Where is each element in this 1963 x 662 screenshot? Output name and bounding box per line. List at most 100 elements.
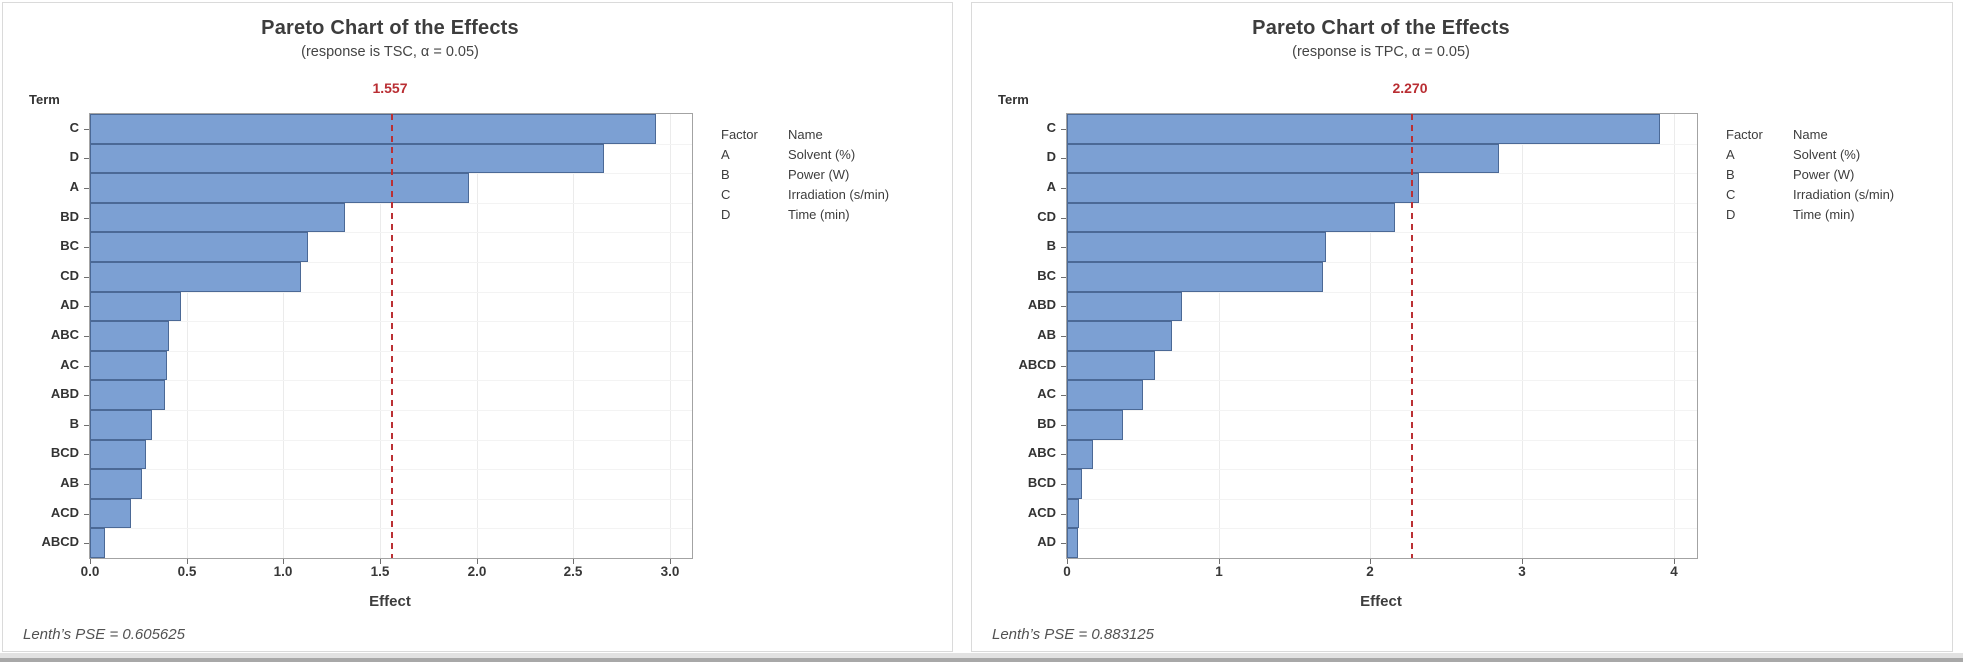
term-label: BC (60, 238, 79, 253)
legend-row: D Time (min) (721, 205, 889, 225)
x-axis-tick (187, 559, 188, 564)
chart-title: Pareto Chart of the Effects (1252, 17, 1510, 39)
row-gridline (1067, 292, 1697, 293)
legend-name: Time (min) (788, 207, 850, 222)
row-gridline (1067, 440, 1697, 441)
x-tick-label: 3 (1518, 564, 1526, 579)
x-axis-tick (283, 559, 284, 564)
effect-bar (90, 321, 169, 351)
legend-name: Irradiation (s/min) (788, 187, 890, 202)
x-gridline (1674, 114, 1675, 558)
row-gridline (1067, 528, 1697, 529)
x-tick-label: 0.5 (177, 564, 197, 579)
plot-area (84, 113, 693, 564)
legend-header-factor: Factor (1726, 127, 1763, 142)
x-tick-label: 3.0 (660, 564, 680, 579)
x-tick-label: 1.0 (273, 564, 293, 579)
row-gridline (1067, 380, 1697, 381)
legend-header-row: Factor Name (1726, 125, 1894, 145)
x-axis-tick (477, 559, 478, 564)
term-label: ABD (1027, 297, 1056, 312)
y-axis-tick (1061, 514, 1066, 515)
y-axis-tick (1061, 129, 1066, 130)
y-axis-tick (1061, 247, 1066, 248)
term-label: CD (1037, 209, 1056, 224)
effect-bar (90, 262, 301, 292)
x-tick-label: 0.0 (80, 564, 100, 579)
x-axis-tick (380, 559, 381, 564)
term-label: ABCD (41, 534, 79, 549)
term-label: B (1046, 238, 1056, 253)
x-gridline (477, 114, 478, 558)
y-axis-tick (1061, 188, 1066, 189)
y-axis-tick (84, 158, 89, 159)
y-axis-tick (1061, 336, 1066, 337)
y-axis-tick (1061, 484, 1066, 485)
reference-value-label: 1.557 (372, 80, 408, 96)
legend-factor: C (1726, 187, 1736, 202)
legend-row: B Power (W) (721, 165, 889, 185)
y-axis-tick (84, 395, 89, 396)
effect-bar (1067, 499, 1079, 528)
x-gridline (1522, 114, 1523, 558)
legend-header-name: Name (1793, 127, 1828, 142)
x-axis-tick (1370, 559, 1371, 564)
term-label: AD (1037, 534, 1056, 549)
effect-bar (1067, 380, 1143, 410)
x-axis-title: Effect (1360, 593, 1402, 610)
x-tick-label: 1.5 (370, 564, 390, 579)
term-label: BCD (50, 445, 79, 460)
term-label: AB (60, 475, 79, 490)
x-tick-label: 2 (1366, 564, 1374, 579)
y-axis-tick (84, 218, 89, 219)
term-axis-label: Term (998, 92, 1029, 107)
legend-name: Power (W) (1793, 167, 1855, 182)
y-axis-tick (84, 247, 89, 248)
row-gridline (1067, 321, 1697, 322)
term-label: D (1046, 149, 1056, 164)
y-axis-tick (1061, 454, 1066, 455)
y-axis-tick (1061, 277, 1066, 278)
effect-bar (90, 173, 469, 203)
y-axis-tick (84, 366, 89, 367)
y-axis-tick (1061, 306, 1066, 307)
legend-name: Solvent (%) (788, 147, 856, 162)
effect-bar (90, 499, 131, 528)
effect-bar (1067, 114, 1660, 144)
legend-row: A Solvent (%) (1726, 145, 1894, 165)
x-axis-tick (573, 559, 574, 564)
legend-header-factor: Factor (721, 127, 758, 142)
effect-bar (90, 114, 656, 144)
x-gridline (670, 114, 671, 558)
y-axis-tick (84, 129, 89, 130)
legend-row: C Irradiation (s/min) (1726, 185, 1894, 205)
term-label: C (69, 120, 79, 135)
term-label: AB (1037, 327, 1056, 342)
term-label: B (69, 416, 79, 431)
term-label: ACD (1027, 505, 1056, 520)
x-tick-label: 1 (1215, 564, 1223, 579)
pareto-chart-card-tsc: Pareto Chart of the Effects (response is… (2, 2, 953, 652)
y-axis-tick (84, 454, 89, 455)
row-gridline (1067, 469, 1697, 470)
term-axis-label: Term (29, 92, 60, 107)
window-bottom-edge (0, 653, 1963, 662)
legend-name: Time (min) (1793, 207, 1855, 222)
y-axis-tick (1061, 218, 1066, 219)
effect-bar (90, 232, 308, 262)
legend-factor: B (721, 167, 730, 182)
effect-bar (1067, 292, 1182, 321)
term-label: C (1046, 120, 1056, 135)
legend-factor: D (721, 207, 731, 222)
legend-row: C Irradiation (s/min) (721, 185, 889, 205)
x-gridline (380, 114, 381, 558)
row-gridline (1067, 232, 1697, 233)
y-axis-tick (1061, 425, 1066, 426)
effect-bar (1067, 321, 1172, 351)
lenths-pse-note: Lenth’s PSE = 0.605625 (23, 626, 185, 643)
x-tick-label: 2.0 (467, 564, 487, 579)
term-label: BCD (1027, 475, 1056, 490)
term-label: AC (1037, 386, 1056, 401)
effect-bar (1067, 173, 1419, 203)
legend-factor: D (1726, 207, 1736, 222)
